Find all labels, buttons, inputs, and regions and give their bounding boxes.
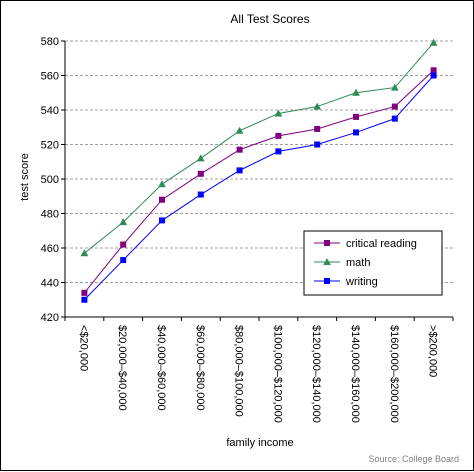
data-point-critical-reading: [197, 170, 204, 177]
data-point-writing: [81, 296, 88, 303]
x-tick-label: $120,000–$140,000: [310, 325, 322, 423]
x-tick-label: $160,000–$200,000: [388, 325, 400, 423]
data-point-math: [274, 109, 283, 117]
y-tick-label: 420: [41, 312, 59, 324]
legend-label: math: [346, 257, 370, 269]
y-tick-label: 440: [41, 278, 59, 290]
x-tick-label: $60,000–$80,000: [194, 325, 206, 411]
legend-marker: [323, 257, 331, 266]
data-point-writing: [430, 72, 437, 79]
y-tick-label: 500: [41, 174, 59, 186]
data-point-writing: [120, 257, 127, 264]
data-point-math: [158, 180, 166, 188]
data-point-writing: [275, 148, 282, 155]
data-point-critical-reading: [120, 241, 127, 248]
y-tick-label: 580: [41, 36, 59, 48]
legend: critical reading math writing: [303, 230, 443, 296]
legend-label: critical reading: [346, 238, 417, 250]
y-tick-label: 480: [41, 209, 59, 221]
y-axis-label: test score: [19, 153, 31, 201]
x-axis-label: family income: [226, 437, 293, 449]
y-tick-label: 540: [41, 105, 59, 117]
legend-label: writing: [345, 276, 378, 288]
data-point-math: [429, 38, 438, 46]
legend-marker: [324, 278, 330, 284]
series-line-writing: [84, 75, 434, 301]
x-tick-label: $40,000–$60,000: [155, 325, 167, 411]
data-point-math: [235, 126, 244, 134]
data-point-writing: [197, 191, 204, 198]
chart-title: All Test Scores: [230, 12, 309, 26]
y-tick-label: 560: [41, 71, 59, 83]
y-tick-label: 460: [41, 243, 59, 255]
data-point-writing: [159, 217, 165, 224]
x-tick-label: $80,000–$100,000: [233, 325, 245, 417]
data-point-math: [313, 102, 322, 110]
source-note: Source: College Board: [368, 454, 459, 464]
data-point-math: [119, 218, 128, 226]
x-tick-label: $20,000–$40,000: [116, 325, 128, 411]
data-point-math: [352, 88, 360, 96]
data-point-writing: [391, 115, 398, 122]
legend-marker: [324, 240, 330, 246]
x-tick-label: $140,000–$160,000: [349, 325, 361, 423]
data-point-critical-reading: [81, 289, 88, 296]
data-point-math: [80, 249, 89, 257]
data-point-critical-reading: [236, 146, 243, 153]
series-line-math: [84, 42, 434, 254]
data-point-math: [196, 154, 205, 162]
data-point-critical-reading: [430, 67, 437, 74]
data-point-writing: [314, 141, 321, 148]
y-tick-label: 520: [41, 140, 59, 152]
x-tick-label: >$200,000: [427, 325, 439, 377]
x-tick-label: $100,000–$120,000: [271, 325, 283, 423]
data-point-critical-reading: [159, 196, 165, 203]
data-point-writing: [236, 167, 243, 174]
x-tick-label: <$20,000: [77, 325, 89, 371]
data-point-critical-reading: [314, 125, 321, 132]
data-point-critical-reading: [391, 103, 398, 110]
data-point-critical-reading: [275, 132, 282, 139]
data-point-writing: [353, 129, 359, 136]
series-line-critical-reading: [84, 69, 434, 294]
data-point-critical-reading: [353, 113, 359, 120]
data-point-math: [390, 83, 399, 91]
